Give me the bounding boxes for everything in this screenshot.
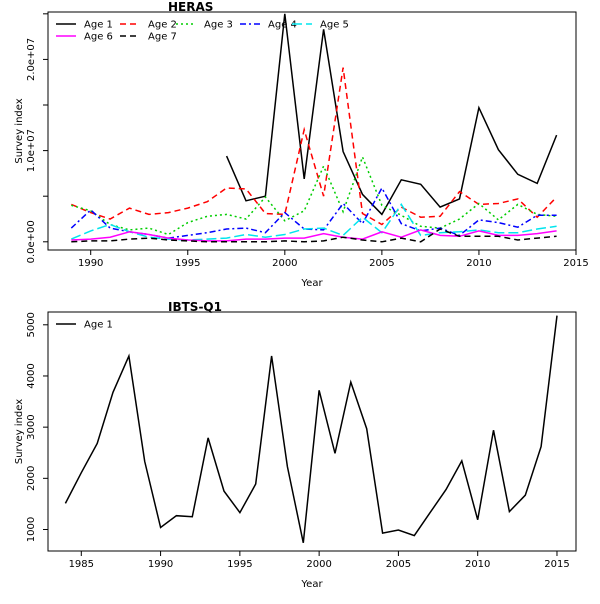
y-tick-label: 2000 — [26, 466, 37, 491]
legend-label-age-1: Age 1 — [84, 20, 113, 31]
x-tick-label: 2000 — [306, 559, 331, 570]
plot-frame — [47, 11, 577, 251]
x-tick-label: 1995 — [227, 559, 252, 570]
x-tick-label: 1985 — [69, 559, 94, 570]
chart-title: HERAS — [168, 0, 213, 14]
series-line-age-1 — [64, 315, 558, 543]
y-tick-label: 4000 — [26, 363, 37, 388]
y-axis-label: Survey index — [14, 399, 25, 464]
heras-panel: HERAS 1990 1995 2000 2005 2010 2015 0.0e+00 1.0e… — [14, 0, 589, 289]
x-tick-label: 2005 — [386, 559, 411, 570]
x-axis-label: Year — [300, 579, 323, 590]
series-line-age-7 — [71, 228, 557, 243]
plot-frame — [47, 311, 577, 552]
x-tick-label: 2010 — [466, 258, 491, 269]
legend-label-age-7: Age 7 — [148, 32, 177, 43]
y-tick-label: 3000 — [26, 414, 37, 439]
y-tick-label: 5000 — [26, 312, 37, 337]
x-axis-label: Year — [300, 278, 323, 289]
x-tick-label: 2000 — [272, 258, 297, 269]
legend-label-age-4: Age 4 — [268, 20, 297, 31]
y-tick-label: 0.0e+00 — [26, 220, 37, 263]
series-line-age-2 — [71, 67, 558, 226]
series-line-age-1 — [225, 13, 558, 216]
legend-label-age-2: Age 2 — [148, 20, 177, 31]
y-tick-label: 2.0e+07 — [26, 38, 37, 81]
series-line-age-6 — [71, 229, 557, 242]
y-tick-label: 1.0e+07 — [26, 129, 37, 172]
x-tick-label: 2015 — [544, 559, 569, 570]
y-tick-label: 1000 — [26, 517, 37, 542]
legend: Age 1 Age 2 Age 3 Age 4 Age 5 Age 6 Age 7 — [56, 20, 349, 43]
series-line-age-5 — [71, 203, 557, 241]
ibts-q1-panel: IBTS-Q1 1985 1990 1995 2000 2005 2010 2015 1000 2… — [14, 300, 577, 590]
legend-label-age-5: Age 5 — [320, 20, 349, 31]
series-line-age-4 — [70, 186, 557, 239]
x-tick-label: 2005 — [369, 258, 394, 269]
y-axis-label: Survey index — [14, 98, 25, 163]
x-tick-label: 2010 — [465, 559, 490, 570]
legend-label-age-1: Age 1 — [84, 320, 113, 331]
x-tick-label: 2015 — [563, 258, 588, 269]
legend-label-age-3: Age 3 — [204, 20, 233, 31]
x-tick-label: 1995 — [175, 258, 200, 269]
series-line-age-3 — [71, 154, 557, 236]
chart-title: IBTS-Q1 — [168, 300, 222, 314]
legend-label-age-6: Age 6 — [84, 32, 113, 43]
legend: Age 1 — [56, 320, 113, 331]
x-tick-label: 1990 — [78, 258, 103, 269]
x-tick-label: 1990 — [148, 559, 173, 570]
